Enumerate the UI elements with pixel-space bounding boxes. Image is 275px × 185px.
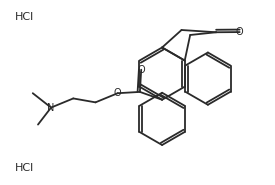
Text: N: N	[47, 102, 55, 113]
Text: O: O	[236, 27, 243, 37]
Text: HCl: HCl	[15, 163, 34, 173]
Text: HCl: HCl	[15, 12, 34, 22]
Text: O: O	[138, 65, 145, 75]
Text: O: O	[114, 88, 122, 98]
